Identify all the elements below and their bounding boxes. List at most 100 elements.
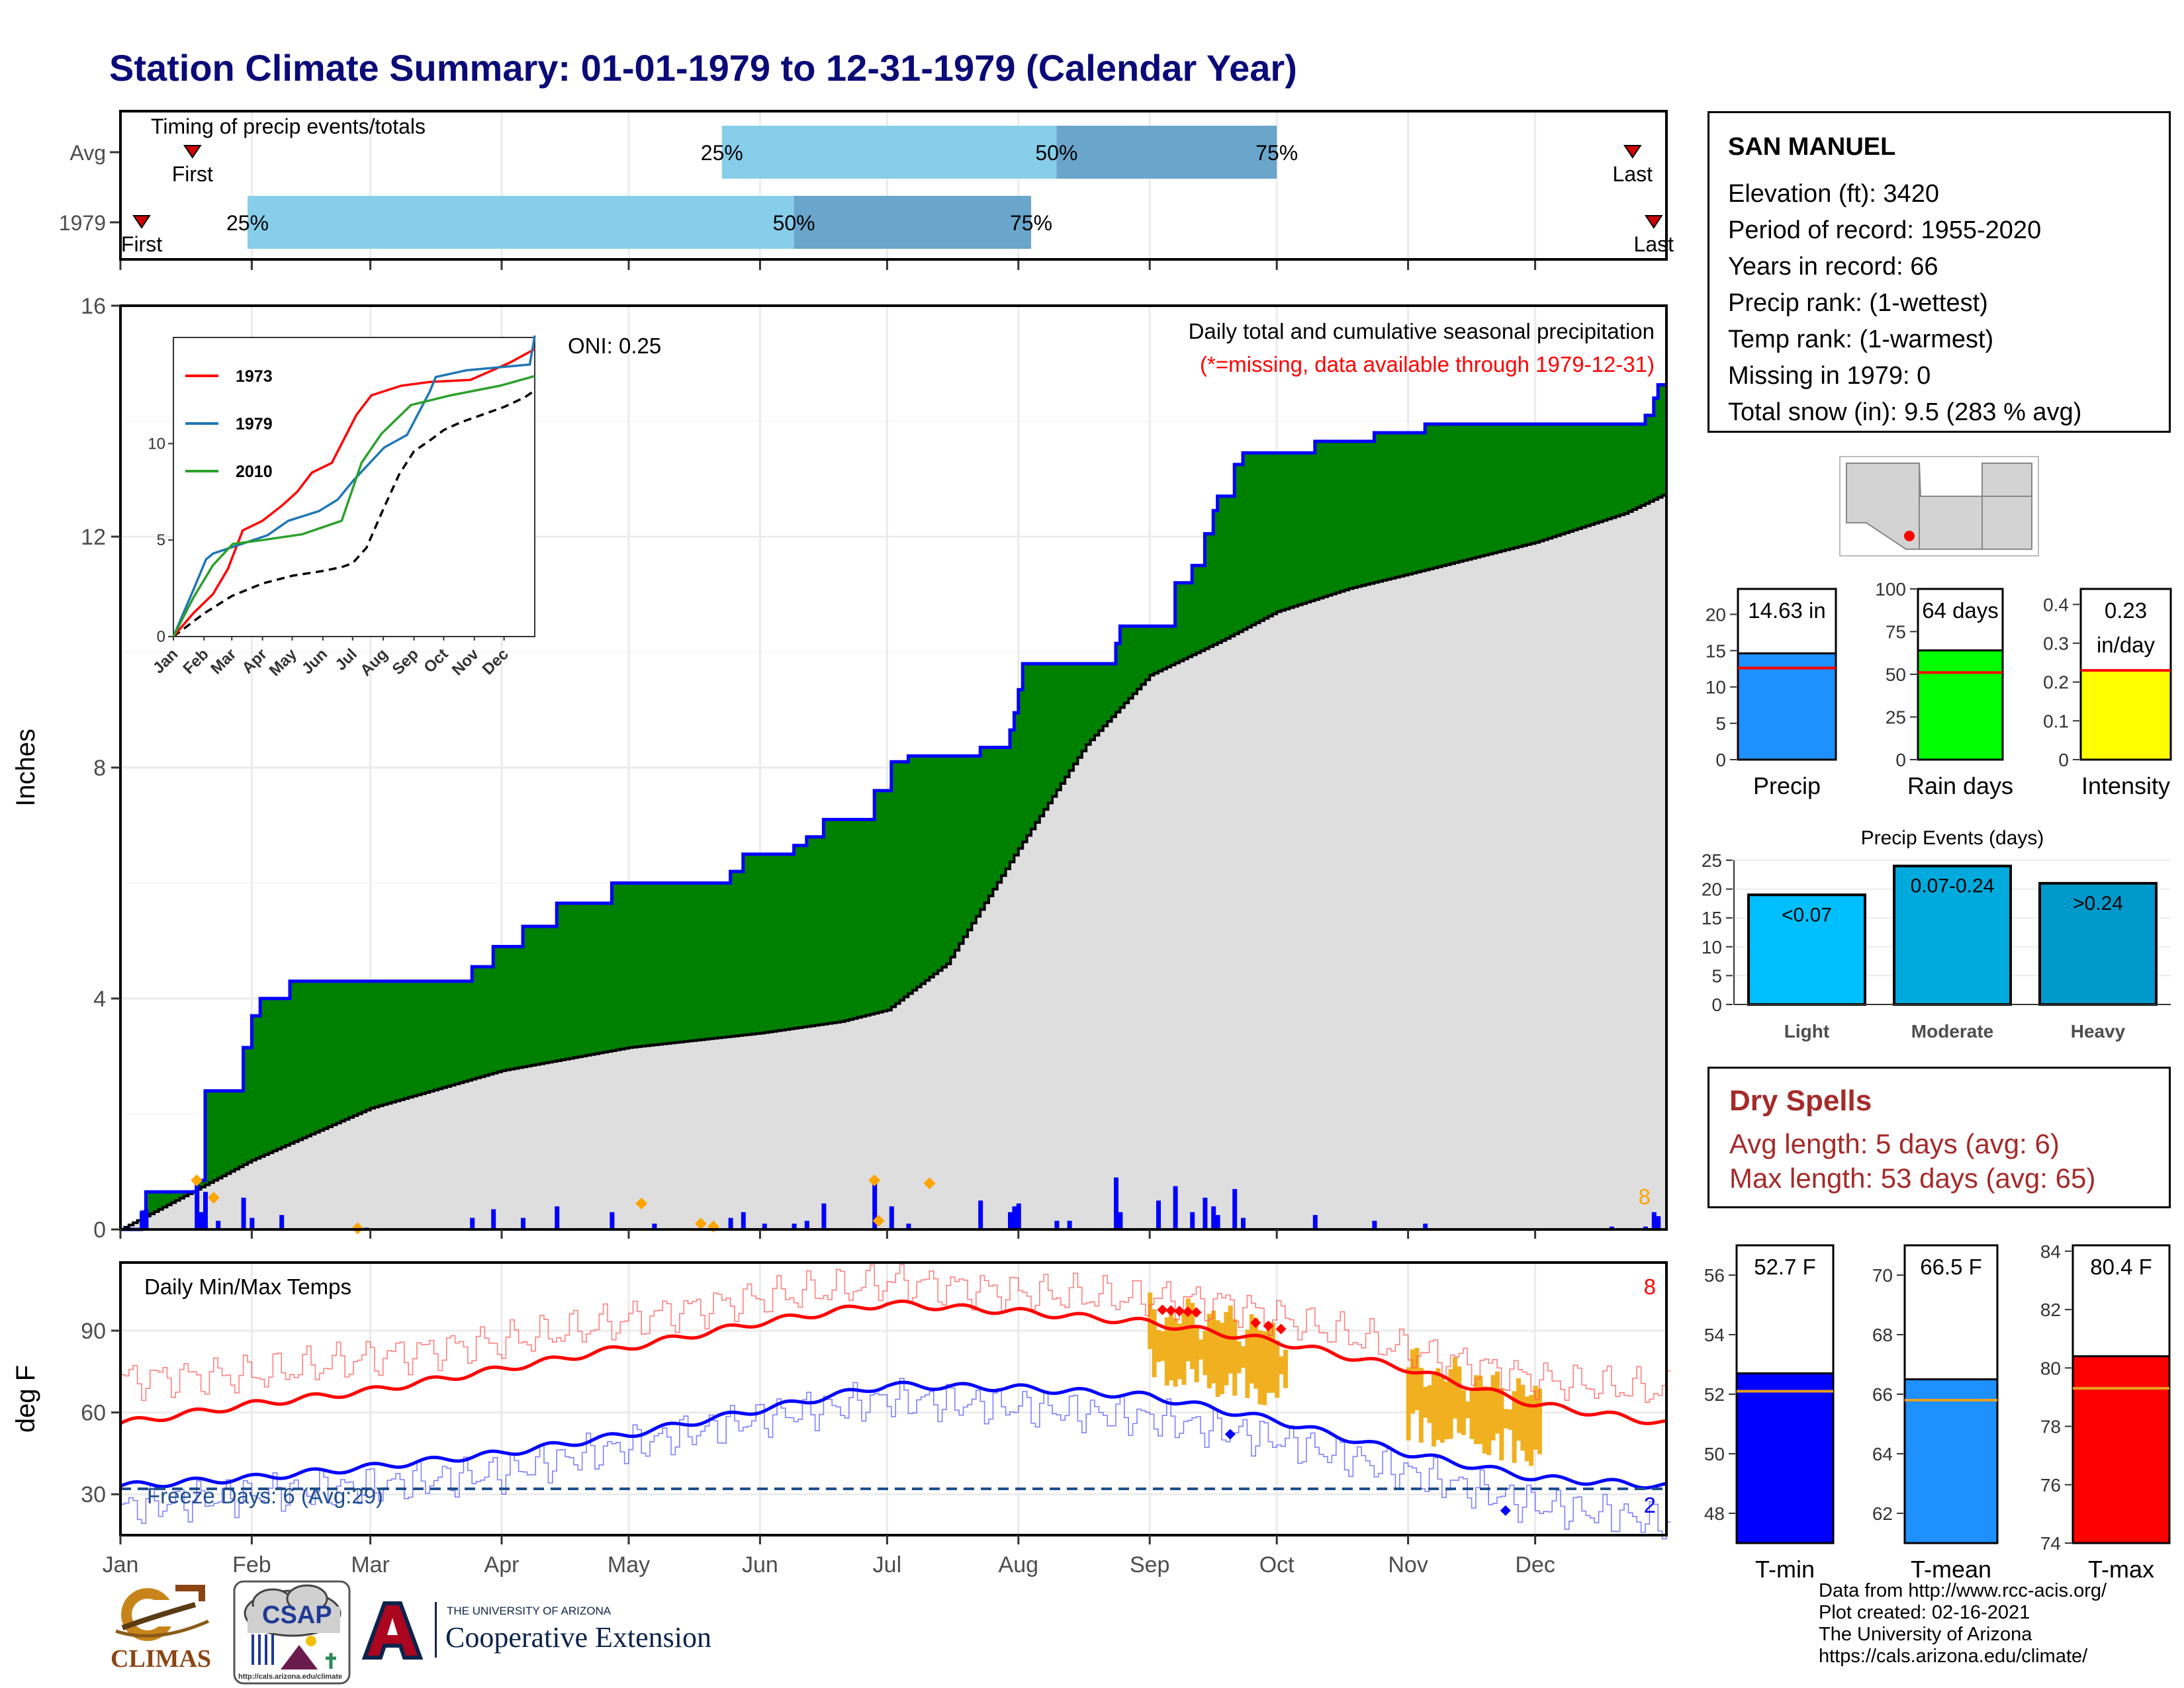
credit-line-source: Data from http://www.rcc-acis.org/ <box>1819 1580 2107 1601</box>
warm-anomaly-bar <box>1448 1368 1453 1439</box>
precip-total-value-label: 14.63 in <box>1748 598 1825 623</box>
climas-emblem-icon <box>109 1581 215 1648</box>
timing-label-75: 75% <box>1010 211 1052 235</box>
freeze-days-label: Freeze Days: 6 (Avg:29) <box>147 1484 383 1508</box>
precip-total-y-tick-label: 20 <box>1706 604 1726 625</box>
last-event-label: Last <box>1634 232 1674 256</box>
station-temp-rank: Temp rank: (1-warmest) <box>1728 326 1994 353</box>
daily-precip-bar <box>1643 1226 1648 1229</box>
month-tick-label: Sep <box>1130 1552 1170 1577</box>
daily-precip-bar <box>241 1198 246 1229</box>
rain-days-y-tick-label: 100 <box>1875 579 1906 600</box>
warm-anomaly-bar <box>1283 1349 1288 1388</box>
daily-precip-bar <box>1173 1186 1178 1229</box>
rain-days-value-bar <box>1917 649 2004 761</box>
temp-mean-y-tick-label: 70 <box>1872 1265 1893 1286</box>
temp-mean-y-tick-label: 62 <box>1872 1503 1893 1524</box>
warm-anomaly-bar <box>1478 1376 1483 1444</box>
record-high-marker-icon <box>1157 1304 1168 1315</box>
timing-bar-q25-q50 <box>721 126 1057 179</box>
daily-precip-bar <box>1054 1220 1060 1229</box>
warm-anomaly-bar <box>1461 1390 1466 1435</box>
warm-anomaly-bar <box>1275 1340 1280 1398</box>
flagged-day-marker-icon <box>868 1174 881 1186</box>
warm-anomaly-bar <box>1185 1298 1191 1362</box>
warm-anomaly-bar <box>1457 1366 1462 1433</box>
timing-label-75: 75% <box>1255 141 1298 165</box>
temp-mean-value-bar <box>1903 1378 1999 1544</box>
rain-days-y-tick-label: 0 <box>1895 750 1906 770</box>
rain-days-y-tick-label: 75 <box>1886 622 1906 643</box>
temp-mean-value-label: 66.5 F <box>1920 1255 1982 1279</box>
warm-anomaly-bar <box>1432 1371 1436 1447</box>
station-name: SAN MANUEL <box>1728 133 1896 161</box>
inset-series-line <box>172 347 535 638</box>
daily-precip-bar <box>1372 1220 1377 1229</box>
month-tick-label: Oct <box>1259 1552 1295 1577</box>
credit-line-url: https://cals.arizona.edu/climate/ <box>1819 1646 2088 1667</box>
precip-total-label: Precip <box>1753 772 1821 799</box>
precip-panel-title: Daily total and cumulative seasonal prec… <box>1189 319 1655 343</box>
warm-anomaly-bar <box>1469 1390 1475 1439</box>
warm-anomaly-bar <box>1503 1409 1508 1429</box>
warm-anomaly-bar <box>1474 1375 1479 1444</box>
precip-total-y-tick-label: 0 <box>1715 750 1726 770</box>
warm-anomaly-bar <box>1499 1388 1504 1460</box>
region-map-icon <box>1846 463 2032 550</box>
rain-days-y-tick-label: 50 <box>1886 664 1906 685</box>
csap-logo: CSAP http://cals.arizona.edu/climate <box>233 1580 351 1685</box>
precip-event-category-label: Moderate <box>1911 1021 1993 1042</box>
cold-days-count: 2 <box>1644 1493 1656 1517</box>
warm-anomaly-bar <box>1490 1375 1496 1441</box>
warm-anomaly-bar <box>1257 1330 1263 1405</box>
daily-precip-bar <box>1156 1200 1161 1229</box>
ua-small-text: THE UNIVERSITY OF ARIZONA <box>447 1605 612 1617</box>
intensity-y-tick-label: 0.3 <box>2043 633 2069 654</box>
warm-anomaly-bar <box>1410 1349 1415 1414</box>
timing-label-50: 50% <box>1035 141 1077 165</box>
intensity-value-bar <box>2079 669 2172 761</box>
inset-legend-label: 1979 <box>236 415 273 433</box>
daily-precip-bar <box>821 1203 827 1229</box>
precip-events-y-tick-label: 20 <box>1702 879 1722 900</box>
warm-anomaly-bar <box>1482 1386 1487 1454</box>
precip-y-tick-label: 12 <box>81 525 106 550</box>
warm-anomaly-bar <box>1262 1331 1267 1405</box>
inset-legend-label: 2010 <box>236 463 273 481</box>
daily-precip-bar <box>1067 1220 1072 1229</box>
month-tick-label: Jul <box>873 1552 901 1577</box>
warm-anomaly-bar <box>1220 1323 1224 1394</box>
warm-anomaly-bar <box>1266 1322 1271 1394</box>
precip-events-y-tick-label: 15 <box>1702 908 1722 928</box>
warm-anomaly-bar <box>1512 1391 1517 1463</box>
warm-anomaly-bar <box>1199 1339 1203 1360</box>
temp-max-y-tick-label: 84 <box>2040 1241 2061 1262</box>
daily-precip-bar <box>1016 1203 1021 1229</box>
daily-precip-bar <box>1656 1216 1661 1229</box>
precip-corner-count: 8 <box>1639 1184 1651 1209</box>
record-high-marker-icon <box>1250 1317 1261 1328</box>
precip-y-tick-label: 16 <box>81 294 106 319</box>
temp-max-y-tick-label: 74 <box>2040 1533 2061 1554</box>
inset-y-tick-label: 0 <box>157 628 165 646</box>
intensity-y-tick-label: 0.4 <box>2043 594 2069 615</box>
observed-tmax-line <box>120 1264 1671 1403</box>
warm-anomaly-bar <box>1516 1378 1521 1441</box>
warm-anomaly-bar <box>1181 1312 1187 1385</box>
first-event-marker-icon <box>183 145 202 159</box>
warm-anomaly-bar <box>1486 1386 1492 1456</box>
daily-precip-bar <box>1232 1188 1238 1229</box>
inset-y-tick-label: 10 <box>148 435 165 453</box>
climas-wordmark: CLIMAS <box>111 1645 212 1673</box>
timing-label-25: 25% <box>226 211 269 235</box>
temp-min-label: T-min <box>1755 1556 1815 1583</box>
daily-precip-bar <box>762 1223 767 1229</box>
observed-tmin-line <box>120 1378 1671 1540</box>
temp-min-y-tick-label: 56 <box>1704 1265 1725 1286</box>
record-high-marker-icon <box>1182 1306 1193 1317</box>
climas-logo: CLIMAS <box>109 1581 215 1681</box>
record-high-marker-icon <box>1174 1306 1185 1317</box>
warm-anomaly-bar <box>1215 1320 1220 1398</box>
temp-max-y-tick-label: 80 <box>2040 1358 2061 1378</box>
